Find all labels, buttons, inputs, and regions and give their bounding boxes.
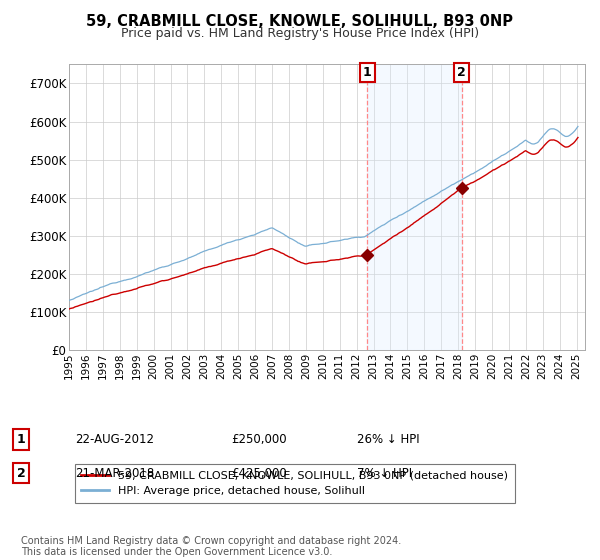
Text: 2: 2 (17, 466, 25, 480)
Text: 21-MAR-2018: 21-MAR-2018 (75, 466, 154, 480)
Text: £250,000: £250,000 (231, 433, 287, 446)
Text: 2: 2 (457, 66, 466, 79)
Text: 7% ↓ HPI: 7% ↓ HPI (357, 466, 412, 480)
Text: 1: 1 (17, 433, 25, 446)
Text: £425,000: £425,000 (231, 466, 287, 480)
Text: Price paid vs. HM Land Registry's House Price Index (HPI): Price paid vs. HM Land Registry's House … (121, 27, 479, 40)
Text: 59, CRABMILL CLOSE, KNOWLE, SOLIHULL, B93 0NP: 59, CRABMILL CLOSE, KNOWLE, SOLIHULL, B9… (86, 14, 514, 29)
Text: 26% ↓ HPI: 26% ↓ HPI (357, 433, 419, 446)
Text: 1: 1 (363, 66, 372, 79)
Text: 22-AUG-2012: 22-AUG-2012 (75, 433, 154, 446)
Legend: 59, CRABMILL CLOSE, KNOWLE, SOLIHULL, B93 0NP (detached house), HPI: Average pri: 59, CRABMILL CLOSE, KNOWLE, SOLIHULL, B9… (74, 464, 515, 503)
Text: Contains HM Land Registry data © Crown copyright and database right 2024.
This d: Contains HM Land Registry data © Crown c… (21, 535, 401, 557)
Bar (367, 64, 461, 350)
